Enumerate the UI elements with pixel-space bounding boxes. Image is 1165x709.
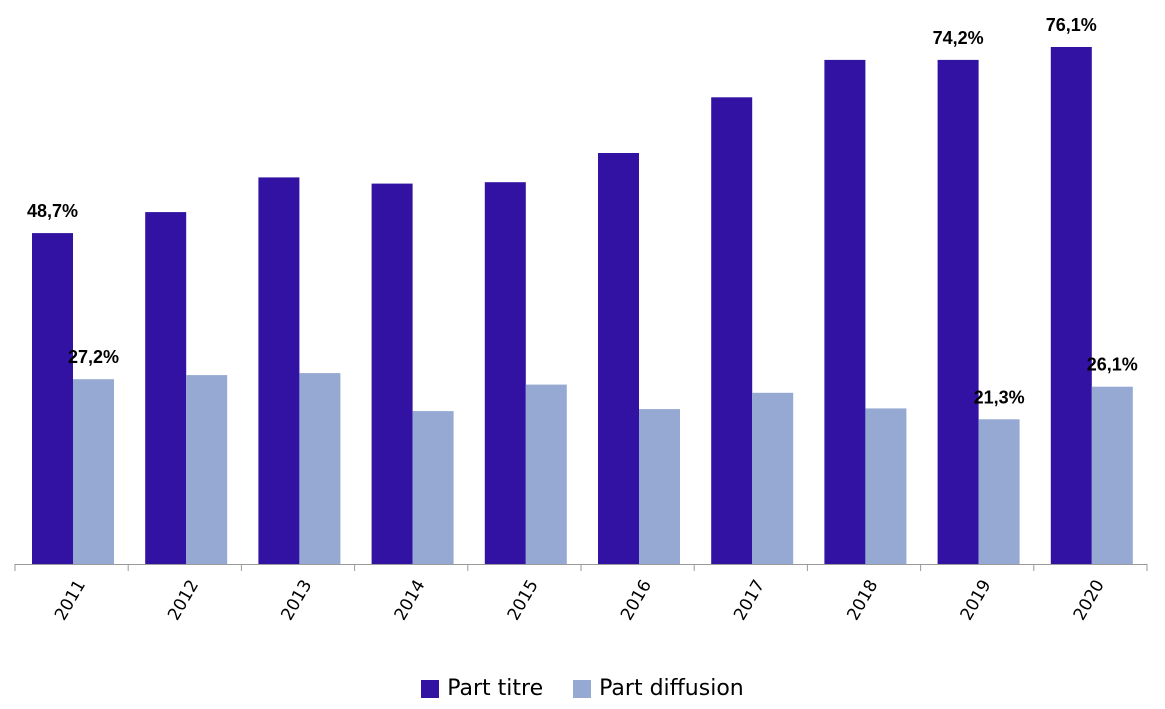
- x-tick-label-2013: 2013: [277, 577, 316, 624]
- bar-chart: 48,7%27,2%74,2%21,3%76,1%26,1% 2011 2012 2…: [14, 15, 1148, 624]
- bar-part-diffusion-2012: [186, 375, 228, 564]
- data-label-part-diffusion-2020: 26,1%: [1087, 355, 1138, 375]
- bar-part-titre-2018: [824, 59, 866, 565]
- data-label-part-diffusion-2011: 27,2%: [68, 347, 119, 367]
- legend-label-part-diffusion: Part diffusion: [599, 676, 744, 701]
- data-label-part-titre-2019: 74,2%: [933, 28, 984, 48]
- bar-part-titre-2011: [32, 233, 73, 564]
- bar-part-diffusion-2011: [73, 379, 114, 564]
- bar-part-titre-2014: [371, 183, 413, 564]
- legend: Part titre Part diffusion: [0, 676, 1165, 701]
- bar-part-diffusion-2018: [865, 408, 907, 564]
- x-tick-label-2016: 2016: [617, 577, 656, 624]
- data-label-part-titre-2011: 48,7%: [27, 201, 78, 221]
- bar-part-titre-2013: [258, 177, 300, 564]
- bar-part-diffusion-2019: [978, 419, 1020, 564]
- bar-part-titre-2012: [145, 212, 187, 564]
- bar-part-diffusion-2016: [639, 409, 680, 564]
- bar-part-diffusion-2017: [752, 392, 794, 564]
- legend-label-part-titre: Part titre: [447, 676, 544, 701]
- bar-part-titre-2019: [937, 59, 979, 565]
- x-tick-label-2012: 2012: [164, 577, 203, 624]
- bar-part-titre-2017: [711, 97, 753, 565]
- legend-item-part-titre: Part titre: [421, 676, 543, 701]
- x-tick-label-2018: 2018: [843, 577, 882, 624]
- data-label-part-diffusion-2019: 21,3%: [974, 387, 1025, 407]
- bar-part-diffusion-2015: [525, 384, 567, 564]
- x-tick-label-2019: 2019: [957, 577, 996, 624]
- data-label-part-titre-2020: 76,1%: [1046, 15, 1097, 35]
- legend-swatch-part-diffusion: [573, 679, 592, 698]
- x-tick-label-2017: 2017: [730, 577, 769, 624]
- bar-part-titre-2016: [598, 153, 639, 564]
- x-tick-label-2020: 2020: [1070, 577, 1109, 624]
- x-tick-label-2011: 2011: [51, 577, 90, 624]
- x-tick-label-2014: 2014: [391, 577, 430, 624]
- bar-part-diffusion-2013: [299, 373, 341, 564]
- data-labels-layer: 48,7% 27,2% 74,2% 21,3% 76,1% 26,1%: [27, 15, 1138, 407]
- bar-part-diffusion-2014: [412, 411, 454, 564]
- bar-part-titre-2015: [484, 182, 526, 564]
- bar-part-diffusion-2020: [1091, 386, 1133, 564]
- legend-swatch-part-titre: [421, 679, 440, 698]
- legend-item-part-diffusion: Part diffusion: [573, 676, 744, 701]
- bar-part-titre-2020: [1050, 47, 1092, 564]
- x-axis-ticks: [14, 564, 1148, 571]
- x-axis-tick-labels: 2011 2012 2013 2014 2015 2016 2017 2018 2019 2020: [51, 577, 1109, 624]
- x-tick-label-2015: 2015: [504, 577, 543, 624]
- bars-layer: [32, 47, 1133, 565]
